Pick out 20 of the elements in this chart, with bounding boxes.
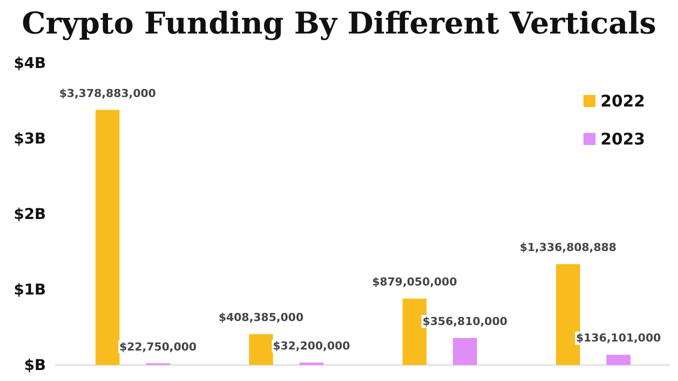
data-label: $3,378,883,000 [59,86,156,100]
bar [452,338,477,365]
bar [96,110,120,365]
bar [249,334,274,365]
data-label: $136,101,000 [576,332,662,345]
y-tick-label: $B [24,356,46,374]
y-tick-label: $4B [14,54,46,72]
y-tick-label: $3B [14,130,46,148]
data-label: $879,050,000 [372,276,458,289]
data-label: $356,810,000 [422,315,508,328]
y-tick-label: $1B [14,280,46,298]
y-tick-label: $2B [14,205,46,223]
bar [606,354,630,365]
legend-label: 2022 [600,92,645,110]
legend-label: 2023 [600,130,645,148]
data-label: $408,385,000 [218,311,304,324]
chart-title: Crypto Funding By Different Verticals [22,6,656,42]
data-label: $22,750,000 [119,340,197,354]
data-label: $1,336,808,888 [520,241,616,254]
data-label: $32,200,000 [272,340,350,353]
